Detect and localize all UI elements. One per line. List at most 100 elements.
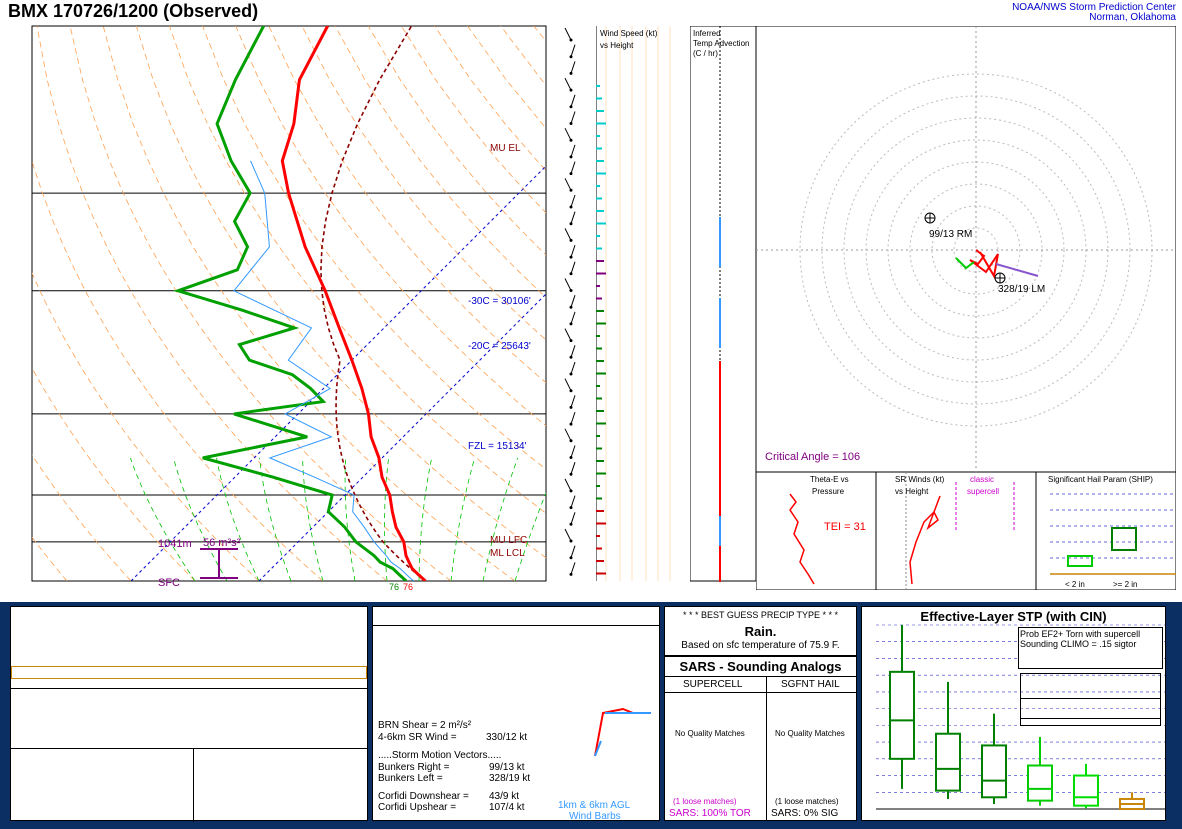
ship-box-small bbox=[1067, 555, 1093, 567]
moist-adiabat bbox=[344, 457, 356, 581]
srh-depth-label: 1041m bbox=[158, 538, 192, 550]
temperature-point bbox=[402, 541, 405, 543]
moist-adiabat bbox=[129, 457, 196, 581]
wind-barb bbox=[570, 211, 576, 224]
temperature-point bbox=[304, 246, 306, 248]
temperature-point bbox=[351, 359, 353, 361]
sars-supercell-col: SUPERCELL bbox=[683, 679, 743, 690]
temperature-point bbox=[424, 580, 427, 581]
parcel-panel bbox=[10, 606, 368, 822]
precip-panel: * * * BEST GUESS PRECIP TYPE * * * Rain.… bbox=[664, 606, 857, 656]
bunkers-right-label: Bunkers Right = bbox=[378, 762, 450, 773]
corfidi-up-label: Corfidi Upshear = bbox=[378, 802, 457, 813]
temperature-point bbox=[338, 327, 341, 329]
wind-barb bbox=[564, 77, 572, 91]
minus30c-label: -30C = 30106' bbox=[468, 296, 531, 307]
dewpoint-point bbox=[379, 561, 381, 564]
hodograph bbox=[756, 26, 1176, 472]
station-title: BMX 170726/1200 (Observed) bbox=[8, 1, 259, 21]
dewpoint-point bbox=[262, 26, 265, 27]
wind-barb bbox=[564, 228, 572, 241]
dewpoint-point bbox=[322, 400, 325, 403]
precip-title: * * * BEST GUESS PRECIP TYPE * * * bbox=[682, 610, 839, 620]
dewpoint-point bbox=[248, 359, 251, 361]
theta-e-title1: Theta-E vs bbox=[810, 475, 849, 484]
dry-adiabat bbox=[69, 26, 452, 581]
dewpoint-point bbox=[233, 220, 236, 223]
temperature-point bbox=[417, 574, 420, 576]
temperature-point bbox=[391, 510, 394, 513]
wind-barb-dot bbox=[569, 539, 573, 543]
temperature-point bbox=[324, 290, 326, 292]
hodo-ring bbox=[931, 205, 1021, 295]
supercell-label: supercell bbox=[967, 487, 1000, 496]
dewpoint-point bbox=[392, 567, 394, 570]
dewpoint-point bbox=[241, 309, 243, 311]
temperature-point bbox=[293, 122, 295, 125]
wind-barb-dot bbox=[569, 355, 573, 359]
wind-barb-dot bbox=[569, 289, 573, 292]
wind-barb-dot bbox=[569, 205, 573, 209]
mu-lfc-label: MU LFC bbox=[490, 535, 528, 546]
org-line1: NOAA/NWS Storm Prediction Center bbox=[1012, 2, 1176, 13]
dry-adiabat bbox=[0, 26, 3, 581]
wind-barb-dot bbox=[569, 238, 573, 242]
dewpoint-point bbox=[233, 413, 235, 415]
dewpoint-point bbox=[216, 122, 218, 125]
mu-el-label: MU EL bbox=[490, 143, 521, 154]
brn-shear: BRN Shear = 2 m²/s² bbox=[378, 720, 472, 731]
wind-barb bbox=[564, 328, 572, 341]
moist-adiabat bbox=[216, 457, 260, 581]
wind-barb-dot bbox=[569, 339, 573, 343]
sars-match-1: (1 loose matches) bbox=[673, 797, 737, 806]
sr46-label: 4-6km SR Wind = bbox=[378, 732, 457, 743]
wind-barb bbox=[570, 345, 576, 358]
ship-xlab1: < 2 in bbox=[1065, 580, 1085, 589]
ml-lcl-label: ML LCL bbox=[490, 548, 525, 559]
dewpoint-point bbox=[331, 494, 333, 496]
dry-adiabat bbox=[32, 367, 196, 581]
sr-winds-title1: SR Winds (kt) bbox=[895, 475, 945, 484]
dry-adiabat bbox=[32, 536, 68, 581]
lm-label: 328/19 LM bbox=[998, 284, 1046, 295]
temperature-point bbox=[405, 554, 407, 557]
wind-barb-dot bbox=[569, 305, 573, 309]
precip-type: Rain. bbox=[744, 624, 777, 639]
sr-winds-panel bbox=[876, 472, 1036, 590]
wind-barb-dot bbox=[569, 55, 573, 59]
temp-advection-panel bbox=[690, 26, 756, 582]
wind-barb bbox=[570, 144, 576, 158]
dewpoint-point bbox=[343, 526, 346, 529]
dewpoint-point bbox=[306, 436, 308, 438]
hodo-trace-3-6 bbox=[955, 257, 975, 270]
corfidi-down-value: 43/9 kt bbox=[489, 791, 520, 802]
wind-barb-dot bbox=[569, 272, 573, 276]
temperature-point bbox=[287, 192, 290, 194]
ship-title: Significant Hail Param (SHIP) bbox=[1048, 475, 1153, 484]
temperature-point bbox=[298, 78, 301, 81]
dry-adiabat bbox=[102, 26, 516, 581]
wind-barb-dot bbox=[569, 255, 573, 259]
moist-adiabat bbox=[302, 457, 324, 581]
moist-adiabat bbox=[259, 457, 292, 581]
wind-barb bbox=[570, 61, 576, 74]
tei-label: TEI = 31 bbox=[824, 521, 866, 533]
wind-barb-dot bbox=[569, 188, 573, 192]
wind-barbs bbox=[564, 27, 576, 576]
wind-barb-dot bbox=[569, 522, 573, 526]
wind-barb-dot bbox=[569, 439, 573, 443]
stp-based-box bbox=[1020, 673, 1161, 719]
sr46-value: 330/12 kt bbox=[486, 732, 528, 743]
sars-panel: SARS - Sounding Analogs SUPERCELL SGFNT … bbox=[664, 656, 857, 821]
dewpoint-point bbox=[202, 457, 204, 459]
wind-barb bbox=[564, 178, 572, 191]
theta-e-title2: Pressure bbox=[812, 487, 845, 496]
wind-barb-dot bbox=[569, 322, 573, 326]
dewpoint-point bbox=[238, 343, 241, 346]
wind-barb-dot bbox=[569, 105, 573, 109]
classic-label: classic bbox=[970, 475, 995, 484]
wind-barb bbox=[570, 161, 576, 174]
dewpoint-point bbox=[405, 580, 407, 581]
parcel-trace bbox=[320, 26, 426, 581]
dry-adiabat bbox=[567, 26, 596, 581]
